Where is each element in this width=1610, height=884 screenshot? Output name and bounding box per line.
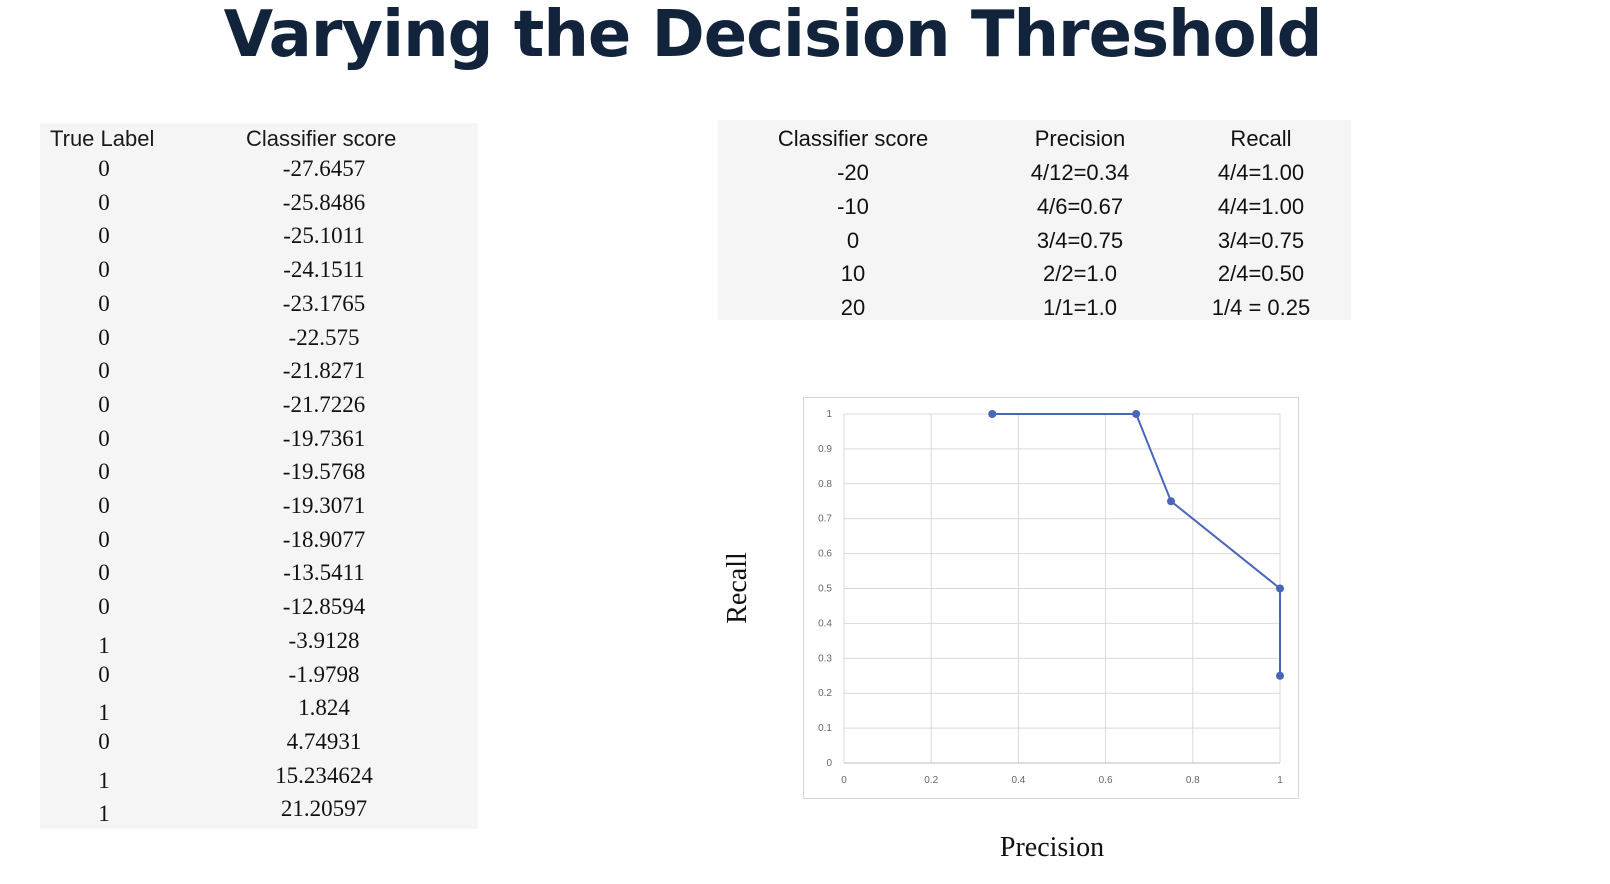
classifier-score-cell: -24.1511 (283, 257, 365, 283)
chart-frame (803, 397, 1299, 799)
threshold-score-cell: -20 (837, 160, 869, 185)
classifier-score-cell: -21.7226 (282, 391, 366, 417)
score-table: True Label Classifier score 0 -27.6457 0 -2… (40, 123, 478, 829)
threshold-score-cell: 20 (840, 295, 866, 321)
classifier-score-cell: -25.1011 (283, 223, 365, 249)
recall-cell: 4/4=1.00 (1217, 193, 1305, 219)
classifier-score-cell: -18.9077 (282, 526, 366, 552)
slide-title: Varying the Decision Threshold (223, 0, 1323, 72)
classifier-score-cell: -1.9798 (288, 661, 360, 687)
recall-cell: 3/4=0.75 (1217, 227, 1305, 253)
y-tick-label: 0.1 (818, 723, 832, 734)
true-label-cell: 0 (98, 391, 110, 417)
series-line (992, 413, 1281, 676)
classifier-score-cell: -27.6457 (282, 156, 366, 181)
true-label-cell: 0 (98, 257, 110, 283)
classifier-score-cell: -12.8594 (282, 594, 366, 620)
threshold-table: Classifier score Precision Recall -20 4/1… (718, 120, 1351, 320)
data-point (988, 410, 997, 418)
y-tick-label: 0.4 (818, 618, 832, 629)
classifier-score-cell: -25.8486 (282, 189, 366, 215)
x-tick-label: 0.2 (924, 775, 938, 786)
true-label-cell: 1 (98, 700, 110, 726)
classifier-score-cell: -19.5768 (282, 459, 366, 485)
true-label-cell: 1 (98, 801, 110, 827)
true-label-cell: 0 (98, 661, 110, 687)
x-tick-label: 0.8 (1186, 775, 1200, 786)
y-tick-label: 0.9 (818, 444, 832, 455)
data-point (1276, 671, 1284, 680)
threshold-score-cell: -10 (837, 193, 869, 219)
y-tick-label: 0.6 (818, 549, 832, 560)
true-label-cell: 0 (98, 189, 110, 215)
classifier-score-cell: 21.20597 (280, 796, 368, 822)
x-tick-label: 0.6 (1099, 775, 1113, 786)
threshold-score-cell: 0 (846, 227, 860, 253)
precision-cell: 4/6=0.67 (1036, 193, 1124, 219)
true-label-cell: 0 (98, 223, 110, 249)
y-tick-label: 0 (826, 758, 832, 769)
true-label-cell: 0 (98, 290, 110, 316)
column-header-classifier-score: Classifier score (246, 126, 397, 151)
true-label-cell: 0 (98, 459, 110, 485)
classifier-score-cell: 4.74931 (286, 728, 362, 754)
true-label-cell: 0 (98, 425, 110, 451)
y-tick-label: 0.7 (818, 514, 832, 525)
data-point (1167, 497, 1175, 506)
x-tick-label: 1 (1277, 775, 1283, 786)
classifier-score-cell: -19.7361 (282, 425, 366, 451)
true-label-cell: 0 (98, 156, 110, 181)
precision-cell: 2/2=1.0 (1042, 261, 1118, 287)
x-tick-label: 0 (841, 775, 847, 786)
y-tick-label: 0.5 (818, 584, 832, 595)
true-label-cell: 0 (98, 324, 110, 350)
x-axis-label: Precision (999, 832, 1105, 863)
true-label-cell: 0 (98, 493, 110, 518)
true-label-cell: 0 (98, 358, 110, 384)
classifier-score-cell: -3.9128 (288, 627, 360, 653)
recall-cell: 1/4 = 0.25 (1211, 295, 1311, 321)
column-header-true-label: True Label (50, 126, 155, 151)
precision-recall-chart: 0 0.2 0.4 0.6 0.8 1 0 0.1 0.2 0.3 0.4 0.5 0.6 0.7 0.8 0… (818, 409, 1284, 786)
classifier-score-cell: -19.3071 (282, 493, 366, 518)
precision-cell: 3/4=0.75 (1036, 227, 1124, 253)
data-point (1132, 410, 1141, 418)
classifier-score-cell: 1.824 (298, 695, 350, 721)
classifier-score-cell: 15.234624 (275, 762, 373, 788)
precision-cell: 1/1=1.0 (1042, 295, 1118, 321)
classifier-score-cell: -23.1765 (282, 290, 366, 316)
x-tick-label: 0.4 (1011, 775, 1025, 786)
classifier-score-cell: -13.5411 (283, 560, 365, 586)
true-label-cell: 0 (98, 560, 110, 586)
recall-cell: 2/4=0.50 (1217, 261, 1305, 287)
precision-cell: 4/12=0.34 (1030, 160, 1130, 185)
true-label-cell: 1 (98, 767, 110, 793)
true-label-cell: 1 (98, 632, 110, 658)
true-label-cell: 0 (98, 728, 110, 754)
data-point (1276, 584, 1284, 593)
column-header-classifier-score: Classifier score (777, 126, 929, 151)
classifier-score-cell: -21.8271 (282, 358, 366, 384)
y-axis-label: Recall (722, 552, 753, 624)
y-tick-label: 0.2 (818, 688, 832, 699)
true-label-cell: 0 (98, 526, 110, 552)
column-header-precision: Precision (1034, 126, 1126, 151)
true-label-cell: 0 (98, 594, 110, 620)
threshold-score-cell: 10 (840, 261, 866, 287)
recall-cell: 4/4=1.00 (1217, 160, 1305, 185)
column-header-recall: Recall (1230, 126, 1292, 151)
classifier-score-cell: -22.575 (288, 324, 360, 350)
y-tick-label: 1 (826, 409, 832, 420)
y-tick-label: 0.3 (818, 653, 832, 664)
y-tick-label: 0.8 (818, 479, 832, 490)
